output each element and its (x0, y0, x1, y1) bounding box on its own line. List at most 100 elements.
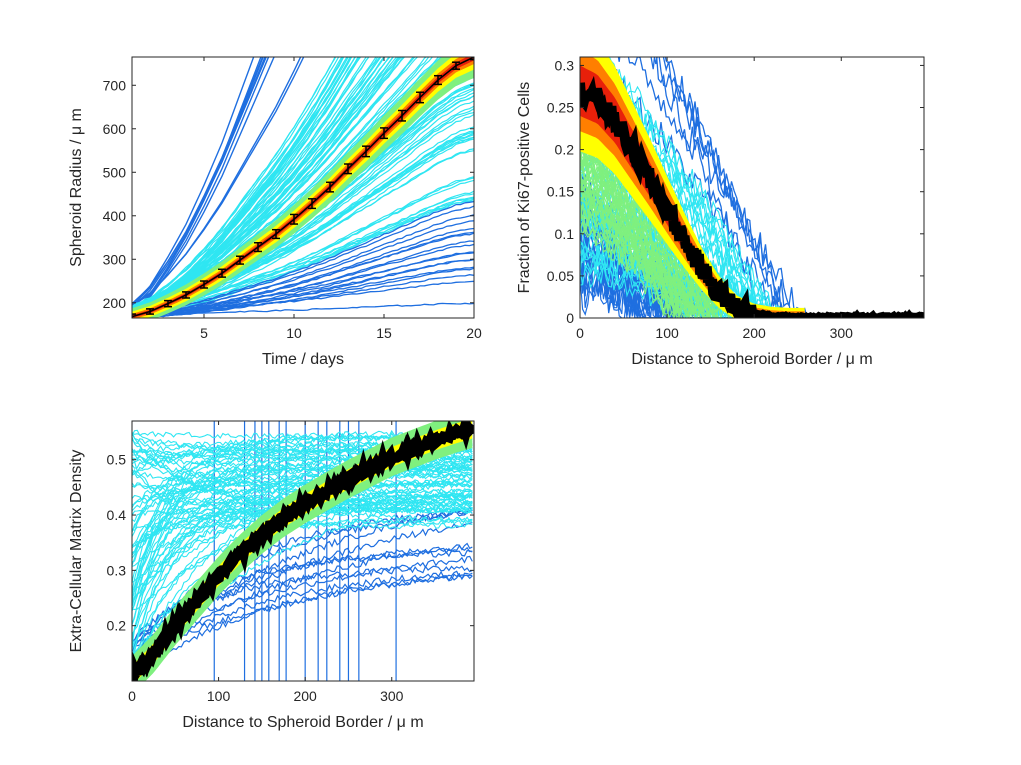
y-tick-label: 0.3 (107, 562, 127, 578)
error-bar (200, 280, 208, 289)
chart-0-axes: 5 10 15 20 200 300 400 500 600 700 Time / days Sphe… (68, 56, 482, 368)
series-line (132, 462, 473, 508)
series-line (132, 57, 360, 311)
series-line-fast (132, 57, 255, 307)
series-line (580, 176, 923, 318)
series-line (580, 173, 923, 318)
x-tick-label: 100 (655, 325, 679, 341)
series-line (580, 203, 923, 318)
series-line (580, 263, 923, 318)
error-bar (470, 57, 474, 61)
series-line (132, 570, 473, 659)
spread-band (132, 57, 474, 318)
series-line (580, 147, 923, 318)
series-line-slow (132, 258, 474, 318)
x-axis-label: Time / days (262, 351, 344, 368)
y-tick-label: 0.4 (107, 507, 127, 523)
series-line (580, 265, 923, 318)
error-bar (362, 145, 370, 158)
series-line (580, 181, 923, 318)
y-tick-label: 500 (103, 164, 127, 180)
error-bar (398, 109, 406, 122)
x-axis-label: Distance to Spheroid Border / μ m (182, 714, 423, 731)
chart-2-axes: 0 100 200 300 0.2 0.3 0.4 0.5 Distance to Sphero… (68, 420, 475, 731)
y-tick-label: 600 (103, 121, 127, 137)
x-tick-label: 300 (380, 688, 404, 704)
series-line (580, 183, 923, 318)
y-tick-label: 0.3 (555, 57, 575, 73)
error-bar (290, 213, 298, 225)
series-line (132, 57, 385, 309)
series-line-wide (662, 57, 923, 318)
series-line (580, 224, 923, 318)
y-tick-label: 0.2 (107, 618, 127, 634)
x-tick-label: 0 (128, 688, 136, 704)
spread-band (580, 57, 805, 318)
y-tick-label: 0.25 (547, 100, 574, 116)
series-line (580, 169, 923, 318)
spread-band (132, 57, 474, 318)
series-line (580, 122, 923, 318)
series-line (132, 478, 473, 512)
series-line (586, 57, 923, 318)
series-line (580, 214, 923, 318)
error-bar (254, 241, 262, 253)
error-bar (236, 255, 244, 265)
chart-0-series (132, 57, 474, 318)
series-line (580, 252, 923, 318)
series-line (132, 190, 474, 318)
error-bar (182, 291, 190, 299)
series-line-wide (617, 57, 923, 318)
error-bar (272, 228, 280, 240)
series-line-fast (132, 57, 262, 315)
series-line-slow (132, 227, 474, 318)
series-line-slow (132, 220, 474, 316)
mean-line (580, 75, 924, 318)
error-bar (452, 61, 460, 70)
series-line (600, 57, 923, 318)
mean-line (132, 57, 474, 318)
plot-frame (579, 56, 925, 319)
error-bar (164, 299, 172, 308)
series-line (132, 572, 473, 679)
error-bar (380, 127, 388, 140)
y-tick-label: 0.1 (555, 226, 575, 242)
chart-2-series (132, 421, 474, 681)
series-line (580, 144, 923, 318)
series-line (580, 134, 923, 318)
series-line (580, 214, 923, 318)
error-bar (326, 181, 334, 193)
series-line (132, 57, 379, 314)
y-axis-label: Spheroid Radius / μ m (68, 108, 85, 267)
series-line (580, 233, 923, 318)
series-line-fast (132, 57, 302, 307)
series-line (132, 57, 416, 310)
series-line (132, 472, 473, 506)
x-tick-label: 20 (466, 325, 482, 341)
series-line (132, 57, 403, 315)
series-line (580, 249, 923, 318)
series-line-fast (132, 57, 264, 307)
chart-1-series (580, 57, 924, 318)
series-line (580, 264, 923, 318)
y-tick-label: 300 (103, 251, 127, 267)
x-tick-label: 100 (207, 688, 231, 704)
series-line (580, 198, 923, 318)
error-bar (132, 313, 136, 318)
error-bar (434, 74, 442, 86)
series-line (580, 138, 923, 318)
series-line (580, 148, 923, 318)
x-tick-label: 15 (376, 325, 392, 341)
x-tick-label: 10 (286, 325, 302, 341)
series-line (580, 250, 923, 318)
error-bar (344, 163, 352, 175)
series-line-fast (132, 57, 275, 315)
y-tick-label: 0.2 (555, 142, 575, 158)
y-tick-label: 700 (103, 77, 127, 93)
y-tick-label: 400 (103, 208, 127, 224)
error-bar (416, 91, 424, 104)
series-line (580, 178, 923, 318)
series-line-wide (650, 57, 923, 318)
y-tick-label: 0.05 (547, 268, 574, 284)
error-bar (218, 268, 226, 278)
